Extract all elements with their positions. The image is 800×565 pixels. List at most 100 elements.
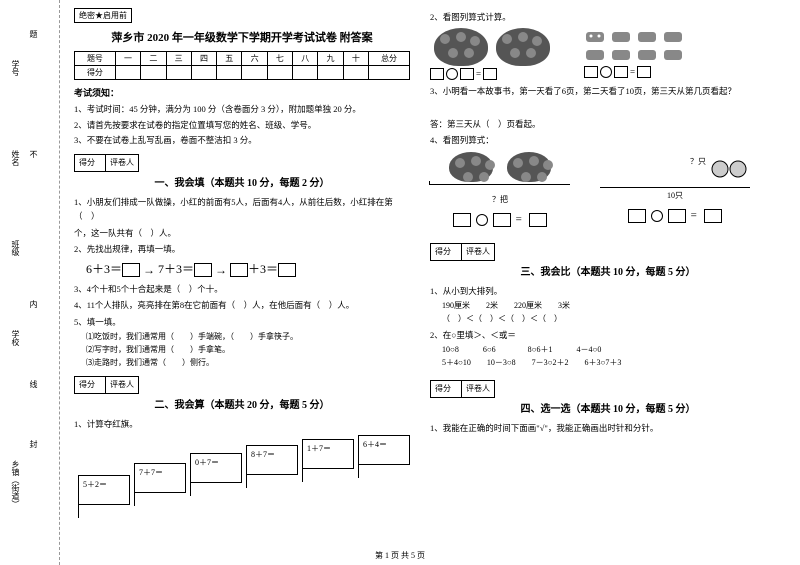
s1-q2: 2、先找出规律，再填一填。 — [74, 242, 410, 256]
flag-diagram: 5＋2＝ 7＋7＝ 0＋7＝ 8＋7＝ 1＋7＝ 6＋4＝ — [74, 435, 410, 515]
h5: 五 — [217, 52, 242, 66]
section-3-title: 三、我会比（本题共 10 分，每题 5 分） — [430, 263, 786, 278]
h1: 一 — [115, 52, 140, 66]
q4-eq-right: = — [600, 209, 750, 223]
section-4-title: 四、选一选（本题共 10 分，每题 5 分） — [430, 400, 786, 415]
r-q3ans: 答：第三天从（ ）页看起。 — [430, 117, 786, 131]
h2: 二 — [141, 52, 166, 66]
margin-mid-hint: 不 — [28, 150, 39, 158]
score-box-2: 得分 评卷人 — [74, 376, 410, 394]
blank-box[interactable] — [628, 209, 646, 223]
flag-1: 7＋7＝ — [134, 463, 186, 493]
op-circle[interactable] — [476, 214, 488, 226]
s1-q5: 5、填一填。 — [74, 315, 410, 329]
sb-score: 得分 — [74, 154, 106, 172]
margin-label-2: 班级 — [10, 240, 21, 256]
margin-label-3: 学校 — [10, 330, 21, 346]
s4-q1: 1、我能在正确的时间下面画"√"，我能正确画出时针和分针。 — [430, 421, 786, 435]
op-circle[interactable] — [651, 210, 663, 222]
blank-box[interactable] — [637, 66, 651, 78]
blank-box[interactable] — [704, 209, 722, 223]
s3-q2r1: 10○8 6○6 8○6＋1 4－4○0 — [442, 344, 786, 357]
section-2-title: 二、我会算（本题共 20 分，每题 5 分） — [74, 396, 410, 411]
s1-q5b: ⑵写字时，我们通常用（ ）手拿笔。 — [86, 344, 410, 357]
flag-4: 1＋7＝ — [302, 439, 354, 469]
q4-right: ？只 10只 = — [600, 156, 750, 223]
flag-5: 6＋4＝ — [358, 435, 410, 465]
blank-box[interactable] — [122, 263, 140, 277]
s3-q1line: （ ）＜（ ）＜（ ）＜（ ） — [442, 313, 786, 326]
page-footer: 第 1 页 共 5 页 — [0, 550, 800, 561]
margin-side-hint: 内 — [28, 300, 39, 308]
blank-box[interactable] — [668, 209, 686, 223]
blank-box[interactable] — [430, 68, 444, 80]
blank-box[interactable] — [453, 213, 471, 227]
sb-marker: 评卷人 — [106, 376, 139, 394]
animal-row-1 — [584, 28, 684, 46]
q2-left-group: = — [430, 28, 554, 80]
cow-icon — [584, 46, 606, 64]
q4-label3: 10只 — [600, 190, 750, 201]
cow-icon — [636, 46, 658, 64]
h3: 三 — [166, 52, 191, 66]
blank-box[interactable] — [460, 68, 474, 80]
sb-score: 得分 — [430, 380, 462, 398]
r-q3: 3、小明看一本故事书，第一天看了6页，第二天看了10页，第三天从第几页看起？ — [430, 84, 786, 98]
score-box-3: 得分 评卷人 — [430, 243, 786, 261]
q2-eq-left: = — [430, 68, 554, 80]
section-1-title: 一、我会填（本题共 10 分，每题 2 分） — [74, 174, 410, 189]
score-header-row: 题号 一 二 三 四 五 六 七 八 九 十 总分 — [75, 52, 410, 66]
score-box-4: 得分 评卷人 — [430, 380, 786, 398]
blank-box[interactable] — [278, 263, 296, 277]
q2-figures: = = — [430, 28, 786, 80]
blank-box[interactable] — [614, 66, 628, 78]
exam-page: 题 学号 姓名 不 班级 内 学校 线 封 乡镇（街道） 绝密★启用前 萍乡市 … — [0, 0, 800, 565]
s1-q1a: 1、小朋友们排成一队做操，小红的前面有5人，后面有4人，从前往后数，小红排在第（… — [74, 195, 410, 224]
blank-box[interactable] — [584, 66, 598, 78]
s1-q3: 3、4个十和5个十合起来是（ ）个十。 — [74, 282, 410, 296]
instructions-title: 考试须知： — [74, 86, 410, 99]
q4-left: ？把 = — [430, 152, 570, 227]
instr-2: 2、请首先按要求在试卷的指定位置填写您的姓名、班级、学号。 — [74, 119, 410, 133]
eq3: ＋3＝ — [248, 262, 278, 276]
op-circle[interactable] — [446, 68, 458, 80]
blank-box[interactable] — [483, 68, 497, 80]
arrow-icon: → — [215, 263, 227, 277]
s1-q4: 4、11个人排队，亮亮排在第8在它前面有（ ）人，在他后面有（ ）人。 — [74, 298, 410, 312]
r2: 得分 — [75, 66, 116, 80]
cow-icon — [610, 46, 632, 64]
cow-icon — [636, 28, 658, 46]
blank-box[interactable] — [194, 263, 212, 277]
h11: 总分 — [369, 52, 410, 66]
op-circle[interactable] — [600, 66, 612, 78]
h7: 七 — [267, 52, 292, 66]
s1-q5c: ⑶走路时，我们通常（ ）侧行。 — [86, 357, 410, 370]
eq2: 7＋3＝ — [158, 262, 194, 276]
r-q4: 4、看图列算式： — [430, 133, 786, 147]
score-grid: 题号 一 二 三 四 五 六 七 八 九 十 总分 得分 — [74, 51, 410, 80]
right-column: 2、看图列算式计算。 = — [420, 0, 800, 565]
eq1: 6＋3＝ — [86, 262, 122, 276]
blank-box[interactable] — [529, 213, 547, 227]
instr-1: 1、考试时间：45 分钟，满分为 100 分（含卷面分 3 分），附加题单独 2… — [74, 103, 410, 117]
margin-side-hint4: 封 — [28, 440, 39, 448]
sb-score: 得分 — [430, 243, 462, 261]
blank-box[interactable] — [493, 213, 511, 227]
h8: 八 — [293, 52, 318, 66]
flag-2: 0＋7＝ — [190, 453, 242, 483]
left-column: 绝密★启用前 萍乡市 2020 年一年级数学下学期开学考试试卷 附答案 题号 一… — [60, 0, 420, 565]
sb-score: 得分 — [74, 376, 106, 394]
sb-marker: 评卷人 — [106, 154, 139, 172]
cow-icon — [584, 28, 606, 46]
h10: 十 — [343, 52, 368, 66]
sb-marker: 评卷人 — [462, 380, 495, 398]
s3-q1: 1、从小到大排列。 — [430, 284, 786, 298]
arrow-icon: → — [143, 263, 155, 277]
margin-label-0: 学号 — [10, 60, 21, 76]
q2-right-group: = — [584, 28, 684, 80]
q4-label1: ？把 — [430, 194, 570, 205]
instructions: 1、考试时间：45 分钟，满分为 100 分（含卷面分 3 分），附加题单独 2… — [74, 103, 410, 148]
blank-box[interactable] — [230, 263, 248, 277]
fruit-cloud-icon — [496, 28, 550, 66]
flag-3: 8＋7＝ — [246, 445, 298, 475]
